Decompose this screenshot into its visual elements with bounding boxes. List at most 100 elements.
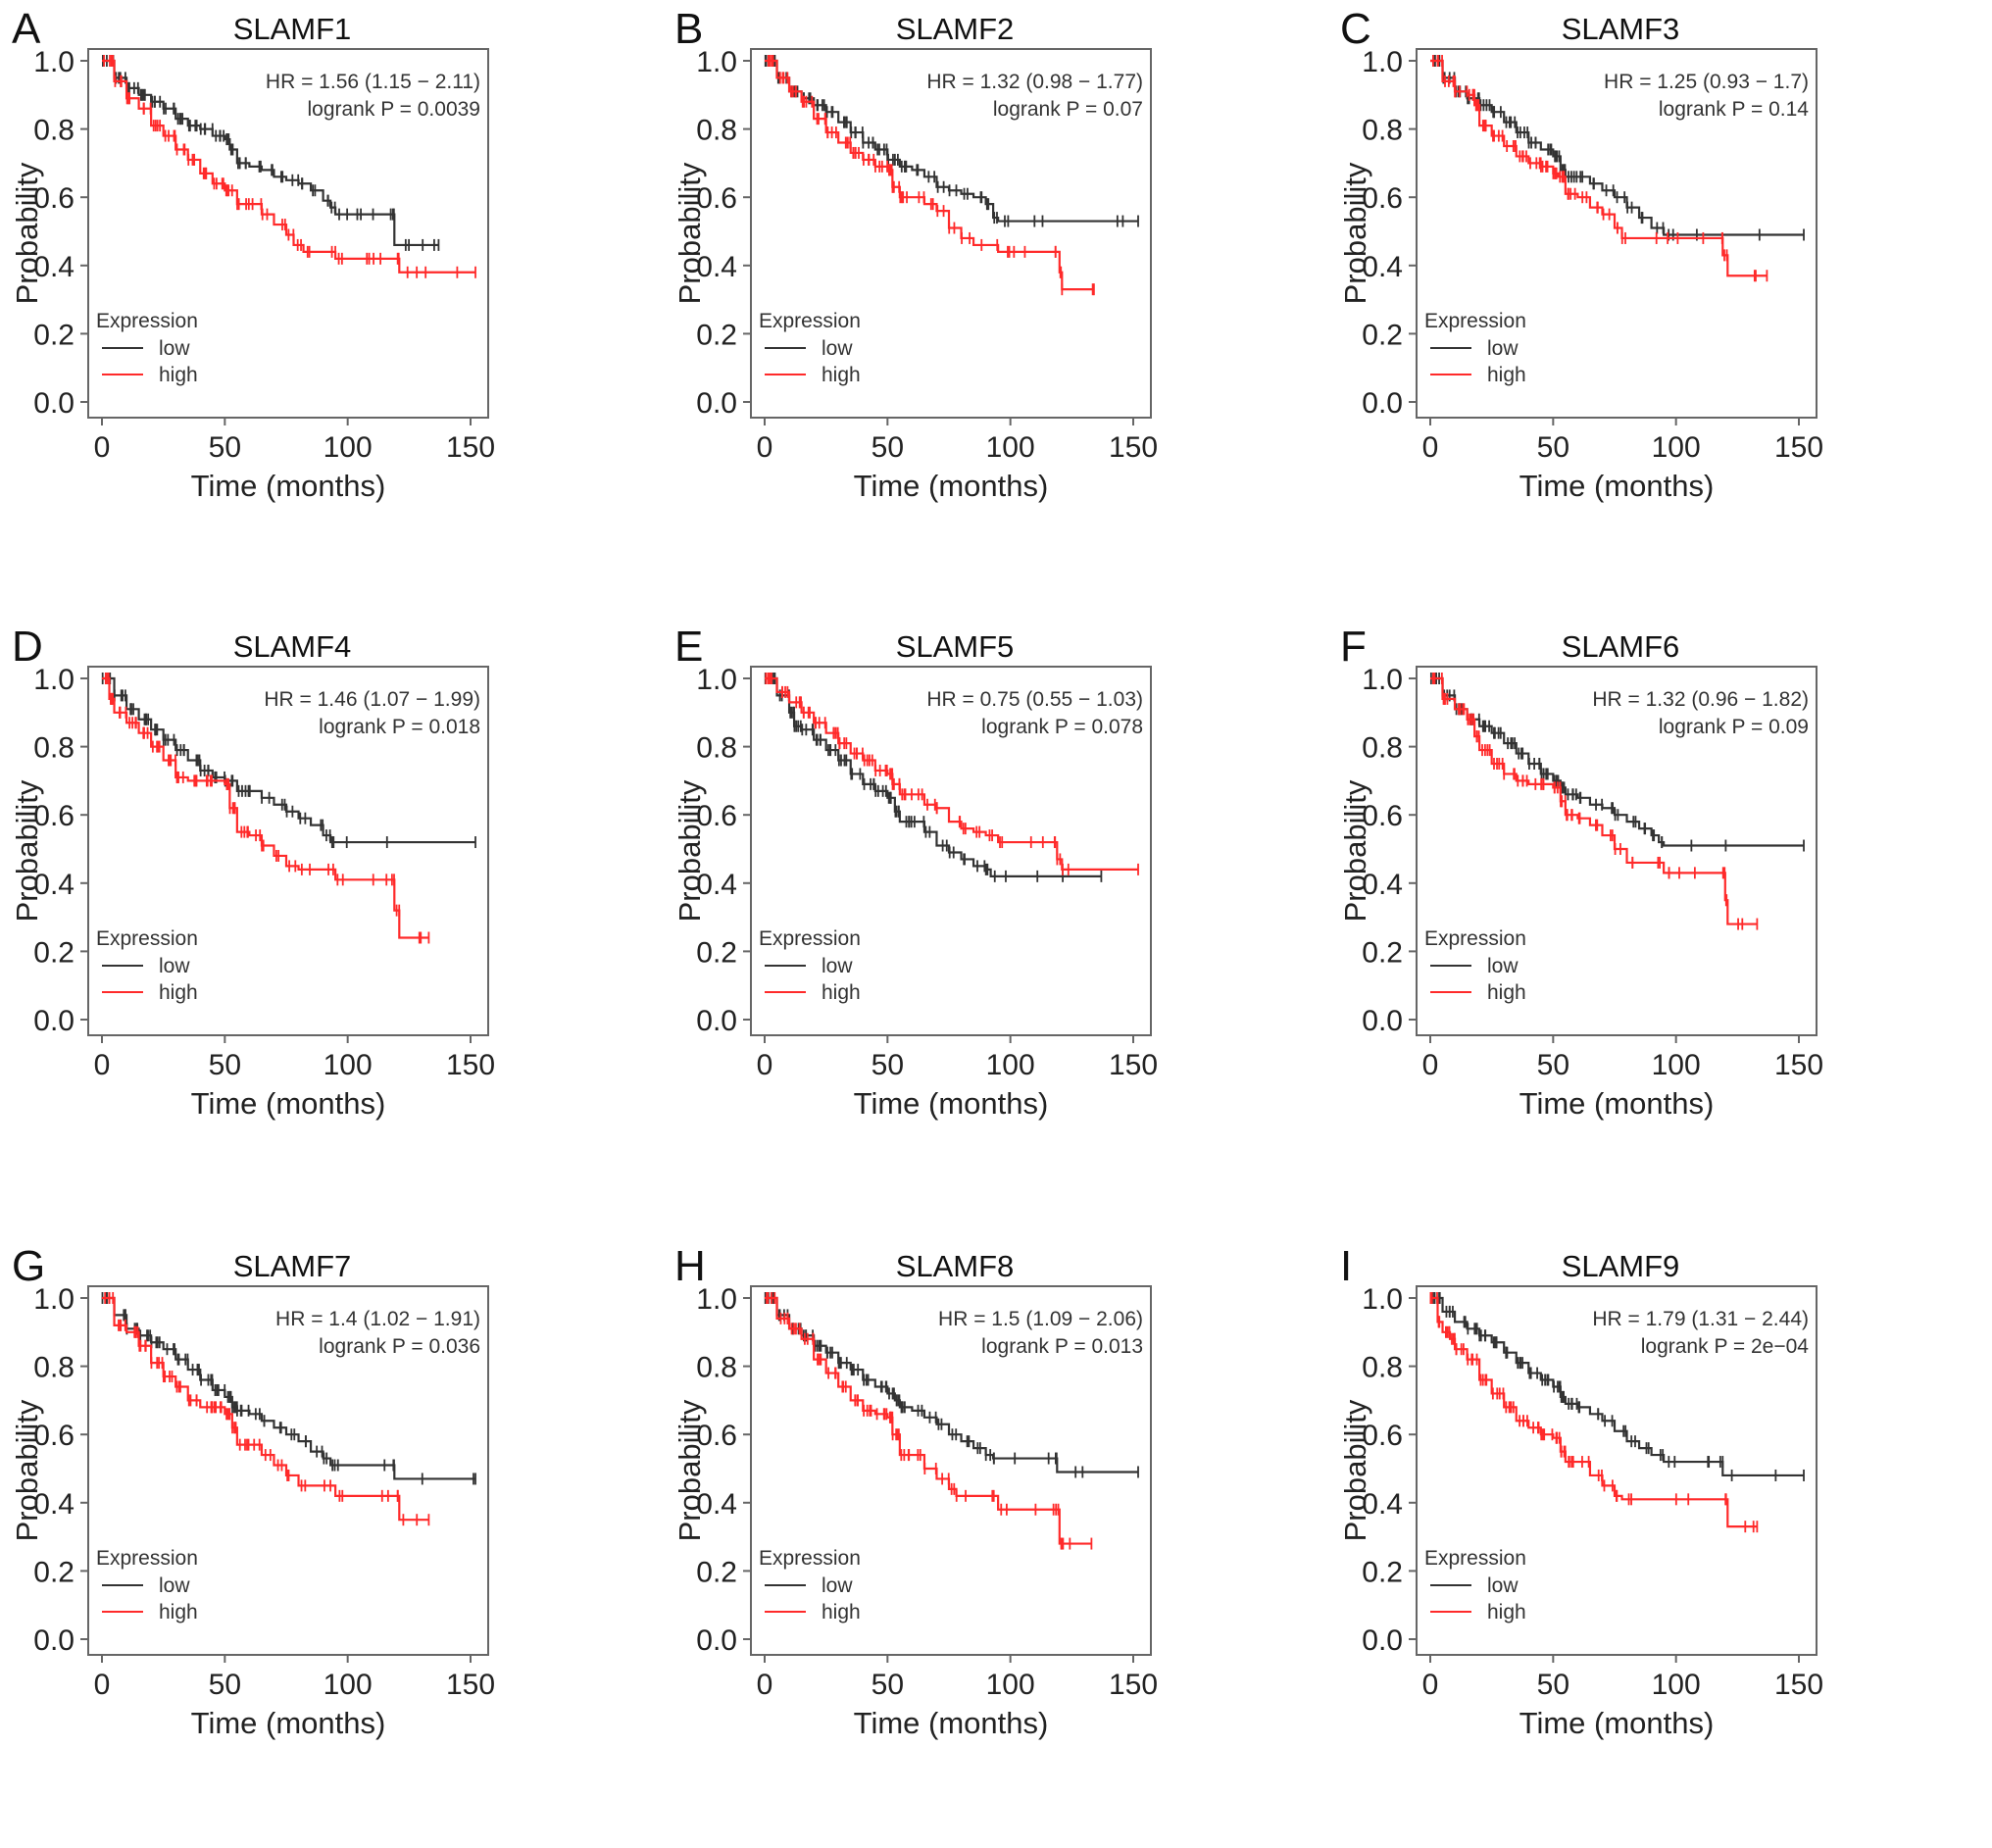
censor-marks-low xyxy=(101,1292,476,1485)
x-tick-label: 0 xyxy=(94,431,111,464)
legend-title: Expression xyxy=(1424,310,1526,332)
plot-title: SLAMF5 xyxy=(896,629,1015,664)
legend-label-high: high xyxy=(1487,981,1526,1004)
x-tick-label: 150 xyxy=(1774,431,1823,464)
y-tick-label: 0.2 xyxy=(696,1556,737,1588)
x-tick-label: 0 xyxy=(94,1669,111,1701)
legend: Expression low high xyxy=(1424,310,1526,386)
x-tick-label: 0 xyxy=(1422,1669,1439,1701)
y-tick-label: 0.8 xyxy=(33,115,75,147)
legend-label-low: low xyxy=(159,955,190,977)
x-tick-label: 150 xyxy=(1109,1049,1158,1081)
x-tick-label: 100 xyxy=(986,1049,1035,1081)
y-tick-label: 1.0 xyxy=(696,1283,737,1316)
legend: Expression low high xyxy=(1424,1547,1526,1623)
censor-marks-high xyxy=(103,55,476,278)
x-tick-label: 50 xyxy=(209,1049,241,1081)
plot-frame xyxy=(1416,1285,1818,1656)
y-tick-label: 0.0 xyxy=(33,387,75,420)
censor-marks-high xyxy=(1431,55,1768,282)
x-tick-label: 150 xyxy=(1774,1669,1823,1701)
plot-title: SLAMF7 xyxy=(233,1249,352,1283)
legend-label-low: low xyxy=(159,337,190,360)
logrank-p-text: logrank P = 2e−04 xyxy=(1641,1335,1810,1358)
panel-f: F SLAMF6 0.0 0.2 0.4 0.6 0.8 1.0 0 50 100 150 Time (… xyxy=(1328,618,1992,1228)
legend-title: Expression xyxy=(96,1547,198,1570)
x-tick-label: 150 xyxy=(446,1049,495,1081)
y-tick-label: 0.0 xyxy=(1362,1624,1403,1657)
x-tick-label: 0 xyxy=(1422,1049,1439,1081)
x-tick-label: 0 xyxy=(94,1049,111,1081)
y-tick-label: 0.6 xyxy=(696,182,737,215)
legend-label-low: low xyxy=(822,1574,853,1597)
x-tick-label: 50 xyxy=(872,1049,904,1081)
logrank-p-text: logrank P = 0.013 xyxy=(981,1335,1143,1358)
censor-marks-high xyxy=(1429,1292,1759,1533)
legend-label-high: high xyxy=(822,364,861,386)
y-tick-label: 0.8 xyxy=(696,1352,737,1384)
y-tick-label: 1.0 xyxy=(696,664,737,696)
legend-title: Expression xyxy=(1424,927,1526,950)
x-tick-label: 100 xyxy=(986,431,1035,464)
legend: Expression low high xyxy=(96,1547,198,1623)
x-tick-label: 100 xyxy=(1652,1049,1701,1081)
km-plot: A SLAMF1 0.0 0.2 0.4 0.6 0.8 1.0 0 50 100 150 Time (… xyxy=(10,5,495,503)
censor-marks-high xyxy=(1431,673,1759,930)
panel-h: H SLAMF8 0.0 0.2 0.4 0.6 0.8 1.0 0 50 100 150 Time (… xyxy=(663,1237,1326,1848)
plot-title: SLAMF6 xyxy=(1562,629,1680,664)
y-axis-label: Probability xyxy=(1338,779,1372,922)
x-tick-label: 0 xyxy=(757,1049,773,1081)
x-axis-label: Time (months) xyxy=(1519,1086,1715,1121)
y-tick-label: 0.0 xyxy=(1362,387,1403,420)
panel-letter: A xyxy=(12,5,41,53)
y-tick-label: 0.6 xyxy=(1362,800,1403,832)
legend-title: Expression xyxy=(759,310,861,332)
x-axis-label: Time (months) xyxy=(1519,1706,1715,1740)
plot-frame xyxy=(750,666,1152,1036)
hazard-ratio-text: HR = 1.32 (0.98 − 1.77) xyxy=(926,71,1143,93)
km-plot: G SLAMF7 0.0 0.2 0.4 0.6 0.8 1.0 0 50 100 150 Time (… xyxy=(10,1242,495,1740)
y-axis-label: Probability xyxy=(672,779,707,922)
panel-c: C SLAMF3 0.0 0.2 0.4 0.6 0.8 1.0 0 50 100 150 Time (… xyxy=(1328,0,1992,611)
y-tick-label: 0.4 xyxy=(1362,251,1403,283)
y-axis-label: Probability xyxy=(672,1399,707,1541)
km-plot: C SLAMF3 0.0 0.2 0.4 0.6 0.8 1.0 0 50 100 150 Time (… xyxy=(1338,5,1823,503)
x-tick-label: 50 xyxy=(872,1669,904,1701)
legend-label-low: low xyxy=(822,955,853,977)
y-tick-label: 0.8 xyxy=(696,115,737,147)
y-tick-label: 1.0 xyxy=(33,1283,75,1316)
plot-frame xyxy=(87,48,489,419)
plot-title: SLAMF1 xyxy=(233,12,352,46)
legend: Expression low high xyxy=(759,310,861,386)
plot-title: SLAMF9 xyxy=(1562,1249,1680,1283)
y-tick-label: 0.8 xyxy=(1362,1352,1403,1384)
censor-marks-high xyxy=(104,673,430,944)
x-axis-label: Time (months) xyxy=(854,1706,1049,1740)
legend: Expression low high xyxy=(1424,927,1526,1004)
censor-marks-low xyxy=(764,55,1139,227)
x-axis-label: Time (months) xyxy=(191,1706,386,1740)
censor-marks-high xyxy=(767,55,1095,296)
y-tick-label: 0.4 xyxy=(33,1488,75,1521)
hazard-ratio-text: HR = 0.75 (0.55 − 1.03) xyxy=(926,688,1143,711)
y-tick-label: 1.0 xyxy=(1362,664,1403,696)
y-tick-label: 1.0 xyxy=(33,664,75,696)
plot-frame xyxy=(750,48,1152,419)
logrank-p-text: logrank P = 0.018 xyxy=(319,716,480,738)
legend-title: Expression xyxy=(759,1547,861,1570)
y-axis-label: Probability xyxy=(1338,1399,1372,1541)
y-tick-label: 0.4 xyxy=(33,251,75,283)
panel-g: G SLAMF7 0.0 0.2 0.4 0.6 0.8 1.0 0 50 100 150 Time (… xyxy=(0,1237,664,1848)
y-tick-label: 0.8 xyxy=(1362,732,1403,765)
y-tick-label: 0.6 xyxy=(33,182,75,215)
y-tick-label: 0.8 xyxy=(33,732,75,765)
legend-label-high: high xyxy=(822,981,861,1004)
hazard-ratio-text: HR = 1.79 (1.31 − 2.44) xyxy=(1592,1308,1809,1330)
x-tick-label: 150 xyxy=(1109,431,1158,464)
survival-curve-high xyxy=(102,1296,429,1522)
hazard-ratio-text: HR = 1.32 (0.96 − 1.82) xyxy=(1592,688,1809,711)
panel-letter: G xyxy=(12,1242,45,1290)
hazard-ratio-text: HR = 1.46 (1.07 − 1.99) xyxy=(264,688,480,711)
y-tick-label: 0.2 xyxy=(33,1556,75,1588)
